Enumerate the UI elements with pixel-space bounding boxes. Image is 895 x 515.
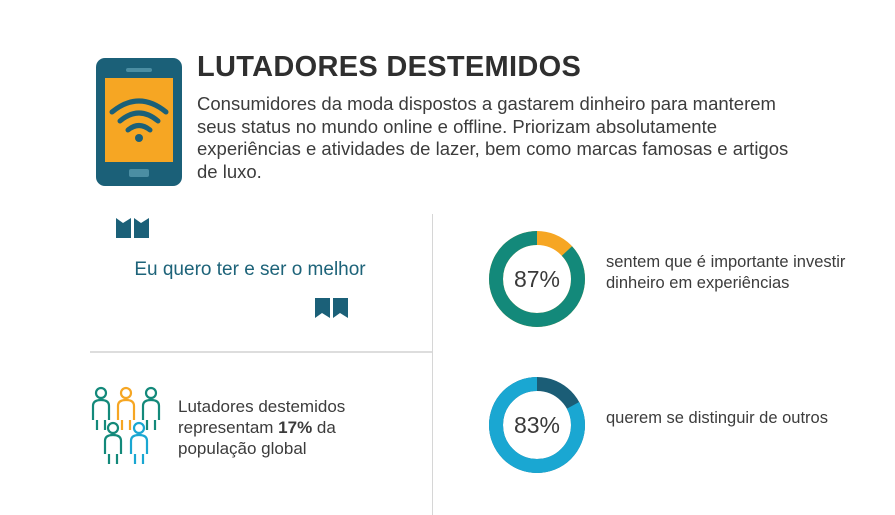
- donut-label: 87%: [514, 266, 560, 292]
- population-text-before: Lutadores destemidos representam: [178, 397, 346, 437]
- horizontal-divider: [90, 351, 432, 353]
- donut-value-arc: [489, 377, 585, 473]
- quote-close-icon: [315, 298, 349, 323]
- quote-text: Eu quero ter e ser o melhor: [134, 259, 366, 280]
- stat-description-87: sentem que é importante investir dinheir…: [606, 253, 846, 292]
- population-text-after: da população global: [178, 418, 336, 458]
- vertical-divider: [432, 214, 433, 515]
- people-group-icon: [90, 386, 166, 471]
- smartphone-wifi-icon: [96, 58, 182, 191]
- population-text: Lutadores destemidos representam 17% da …: [178, 396, 408, 459]
- donut-chart-87: 87%: [489, 231, 585, 327]
- donut-chart-83: 83%: [489, 377, 585, 473]
- quote-open-icon: [116, 218, 150, 243]
- donut-value-arc: [489, 231, 585, 327]
- stat-description-83: querem se distinguir de outros: [606, 409, 828, 427]
- population-percent: 17%: [278, 418, 313, 437]
- intro-description: Consumidores da moda dispostos a gastare…: [197, 93, 789, 182]
- donut-label: 83%: [514, 412, 560, 438]
- page-title: LUTADORES DESTEMIDOS: [197, 51, 582, 83]
